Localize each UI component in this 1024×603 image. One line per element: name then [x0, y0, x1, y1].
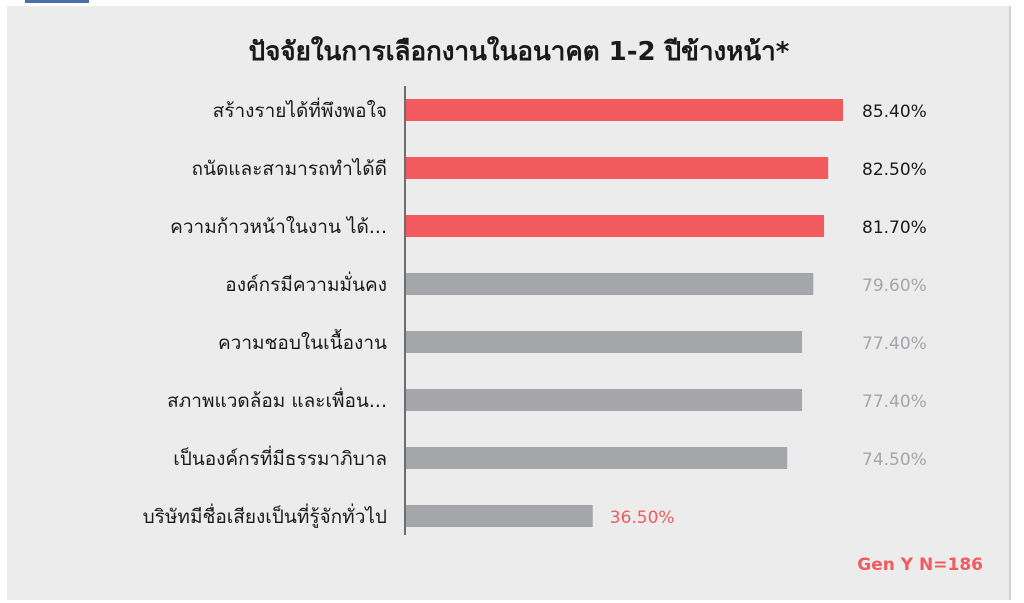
- value-labels-group: 85.40% 82.50% 81.70% 79.60% 77.40% 77.40% 74.5…: [610, 102, 927, 528]
- value-label-6: 77.40%: [862, 392, 927, 412]
- value-label-4: 79.60%: [862, 276, 927, 296]
- bar-1: [406, 99, 843, 121]
- category-label-7: เป็นองค์กรที่มีธรรมาภิบาล: [173, 445, 387, 470]
- bar-3: [406, 215, 825, 237]
- category-label-5: ความชอบในเนื้องาน: [218, 329, 387, 354]
- chart-title: ปัจจัยในการเลือกงานในอนาคต 1-2 ปีข้างหน้…: [249, 36, 790, 67]
- category-label-2: ถนัดและสามารถทำได้ดี: [191, 158, 387, 180]
- bar-2: [406, 157, 829, 179]
- value-label-5: 77.40%: [862, 334, 927, 354]
- bar-7: [406, 447, 788, 469]
- category-label-4: องค์กรมีความมั่นคง: [225, 271, 387, 296]
- value-label-2: 82.50%: [862, 160, 927, 180]
- sample-size-note: Gen Y N=186: [857, 555, 983, 575]
- value-label-8: 36.50%: [610, 508, 675, 528]
- category-label-1: สร้างรายได้ที่พึงพอใจ: [213, 97, 387, 122]
- bar-4: [406, 273, 814, 295]
- value-label-7: 74.50%: [862, 450, 927, 470]
- category-label-8: บริษัทมีชื่อเสียงเป็นที่รู้จักทั่วไป: [143, 503, 387, 528]
- value-label-1: 85.40%: [862, 102, 927, 122]
- bar-8: [406, 505, 593, 527]
- bar-6: [406, 389, 803, 411]
- accent-tab: [25, 0, 89, 3]
- bars-group: [406, 99, 843, 527]
- bar-5: [406, 331, 803, 353]
- value-label-3: 81.70%: [862, 218, 927, 238]
- category-label-6: สภาพแวดล้อม และเพื่อน...: [167, 387, 387, 412]
- category-label-3: ความก้าวหน้าในงาน ได้...: [170, 216, 387, 238]
- category-labels-group: สร้างรายได้ที่พึงพอใจถนัดและสามารถทำได้ด…: [143, 97, 387, 528]
